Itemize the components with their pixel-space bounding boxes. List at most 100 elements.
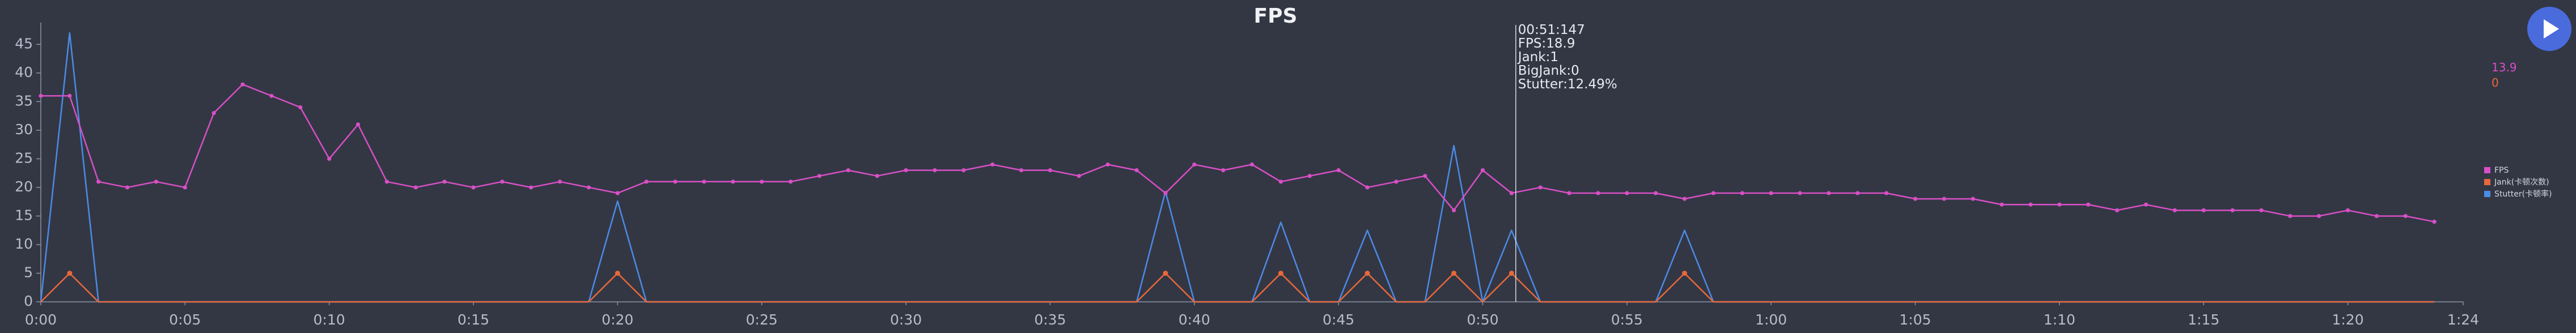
fps-point <box>904 168 908 173</box>
series-line-jank <box>40 272 2435 303</box>
legend: FPS Jank(卡顿次数) Stutter(卡顿率) <box>2484 166 2552 199</box>
fps-point <box>1451 208 1456 212</box>
fps-point <box>355 122 361 127</box>
fps-point <box>961 168 966 173</box>
fps-point <box>1134 168 1139 173</box>
fps-point <box>586 185 591 190</box>
y-tick-label: 0 <box>24 293 33 309</box>
fps-point <box>1423 174 1427 178</box>
fps-point <box>1048 168 1053 173</box>
tooltip-line: Jank:1 <box>1517 50 1558 65</box>
fps-point <box>1942 197 1946 201</box>
fps-point <box>760 180 764 184</box>
tooltip-line: Stutter:12.49% <box>1518 77 1617 92</box>
x-tick-label: 1:15 <box>2188 311 2219 328</box>
fps-point <box>1884 191 1889 195</box>
fps-point <box>1654 191 1658 195</box>
x-tick-label: 0:05 <box>169 311 201 328</box>
fps-point <box>211 110 216 116</box>
fps-point <box>1480 168 1485 173</box>
fps-point <box>384 180 389 184</box>
y-tick-label: 30 <box>15 121 33 138</box>
fps-point <box>2374 214 2379 219</box>
fps-point <box>1249 162 1255 167</box>
legend-swatch <box>2484 167 2490 173</box>
fps-point <box>1365 185 1370 190</box>
x-tick-label: 0:10 <box>313 311 345 328</box>
fps-point <box>817 174 822 178</box>
fps-point <box>1336 168 1341 173</box>
fps-point <box>2201 208 2206 212</box>
jank-peak-marker <box>1451 270 1457 276</box>
jank-peak-marker <box>67 270 73 276</box>
fps-point <box>96 180 101 184</box>
x-axis: 0:00 0:05 0:10 0:15 0:20 0:25 0:30 0:35 0:40 0:45… <box>25 301 2479 328</box>
fps-point <box>1971 197 1975 201</box>
fps-point <box>558 180 562 184</box>
fps-point <box>2086 202 2091 207</box>
jank-peak-marker <box>1682 270 1688 276</box>
fps-point <box>1711 191 1716 195</box>
fps-point <box>1221 168 1226 173</box>
legend-label: FPS <box>2494 166 2509 175</box>
fps-point <box>125 185 130 190</box>
fps-point <box>2345 208 2350 212</box>
x-tick-label: 1:05 <box>1899 311 1931 328</box>
current-values: 13.90 <box>2492 61 2517 89</box>
fps-point <box>1855 191 1860 195</box>
x-tick-label: 0:35 <box>1034 311 1066 328</box>
y-tick-label: 20 <box>15 178 33 195</box>
x-tick-label: 0:40 <box>1179 311 1210 328</box>
fps-point <box>1827 191 1831 195</box>
jank-peak-marker <box>1163 270 1168 276</box>
fps-point <box>1538 185 1543 190</box>
play-button[interactable] <box>2527 7 2571 51</box>
fps-point <box>269 93 274 98</box>
fps-point <box>442 180 447 184</box>
x-tick-label: 0:20 <box>601 311 633 328</box>
y-tick-label: 35 <box>15 92 33 109</box>
legend-swatch <box>2484 191 2490 197</box>
x-tick-label: 0:55 <box>1611 311 1643 328</box>
x-tick-label: 0:45 <box>1323 311 1354 328</box>
fps-point <box>2403 214 2408 219</box>
fps-point <box>875 174 879 178</box>
x-tick-label: 0:30 <box>890 311 922 328</box>
fps-point <box>1019 168 1024 173</box>
current-value-fps: 13.9 <box>2492 61 2517 74</box>
y-tick-label: 45 <box>15 35 33 52</box>
fps-point <box>644 180 649 184</box>
fps-point <box>846 168 850 173</box>
fps-point <box>1769 191 1773 195</box>
x-tick-label: 1:10 <box>2044 311 2075 328</box>
fps-point <box>1798 191 1802 195</box>
fps-point <box>529 185 533 190</box>
fps-point <box>731 180 735 184</box>
fps-point <box>2115 208 2120 212</box>
fps-point <box>1625 191 1629 195</box>
x-tick-label: 0:50 <box>1467 311 1498 328</box>
fps-point <box>2230 208 2235 212</box>
x-tick-label: 0:25 <box>746 311 778 328</box>
fps-point <box>1596 191 1600 195</box>
fps-point <box>788 180 793 184</box>
fps-point <box>990 162 995 167</box>
play-icon <box>2544 19 2559 39</box>
tooltip-line: FPS:18.9 <box>1518 36 1575 51</box>
fps-point <box>615 191 620 195</box>
tooltip-line: BigJank:0 <box>1518 63 1579 78</box>
tooltip-line: 00:51:147 <box>1518 23 1585 37</box>
fps-point <box>1307 174 1312 178</box>
fps-point <box>1105 162 1110 167</box>
fps-point <box>933 168 937 173</box>
fps-point <box>702 180 706 184</box>
fps-point <box>471 185 476 190</box>
y-tick-label: 10 <box>15 236 33 252</box>
fps-point <box>673 180 677 184</box>
fps-point <box>1192 162 1197 167</box>
fps-point <box>2143 202 2149 207</box>
fps-point <box>413 185 418 190</box>
x-tick-label: 0:15 <box>457 311 489 328</box>
y-tick-label: 15 <box>15 207 33 223</box>
series-layer <box>39 32 2437 303</box>
